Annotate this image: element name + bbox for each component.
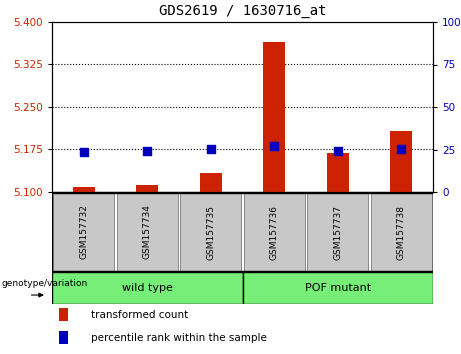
Bar [242,272,433,304]
Bar [117,193,178,271]
Bar [244,193,305,271]
Bar [73,188,95,192]
Point [143,148,151,154]
Bar [200,173,222,192]
Text: transformed count: transformed count [91,310,188,320]
Title: GDS2619 / 1630716_at: GDS2619 / 1630716_at [159,4,326,18]
Text: wild type: wild type [122,283,173,293]
Bar [136,185,159,192]
Bar [180,193,241,271]
Bar [59,331,68,344]
Bar [59,308,68,321]
Bar [327,154,349,192]
Text: GSM157736: GSM157736 [270,205,279,259]
Point [334,148,342,154]
Bar [307,193,368,271]
Bar [52,272,242,304]
Text: GSM157732: GSM157732 [79,205,88,259]
Point [271,143,278,148]
Text: genotype/variation: genotype/variation [1,279,87,288]
Text: POF mutant: POF mutant [305,283,371,293]
Text: GSM157737: GSM157737 [333,205,342,259]
Point [397,147,405,152]
Bar [390,131,412,192]
Bar [371,193,432,271]
Text: GSM157735: GSM157735 [206,205,215,259]
Point [80,149,88,155]
Point [207,147,214,152]
Bar [263,42,285,192]
Text: GSM157738: GSM157738 [397,205,406,259]
Bar [53,193,114,271]
Text: GSM157734: GSM157734 [143,205,152,259]
Text: percentile rank within the sample: percentile rank within the sample [91,333,266,343]
